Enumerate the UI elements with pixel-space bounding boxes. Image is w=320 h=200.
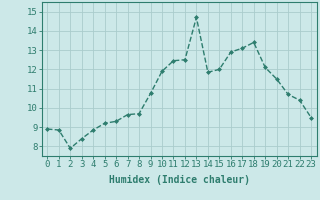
X-axis label: Humidex (Indice chaleur): Humidex (Indice chaleur) (109, 175, 250, 185)
